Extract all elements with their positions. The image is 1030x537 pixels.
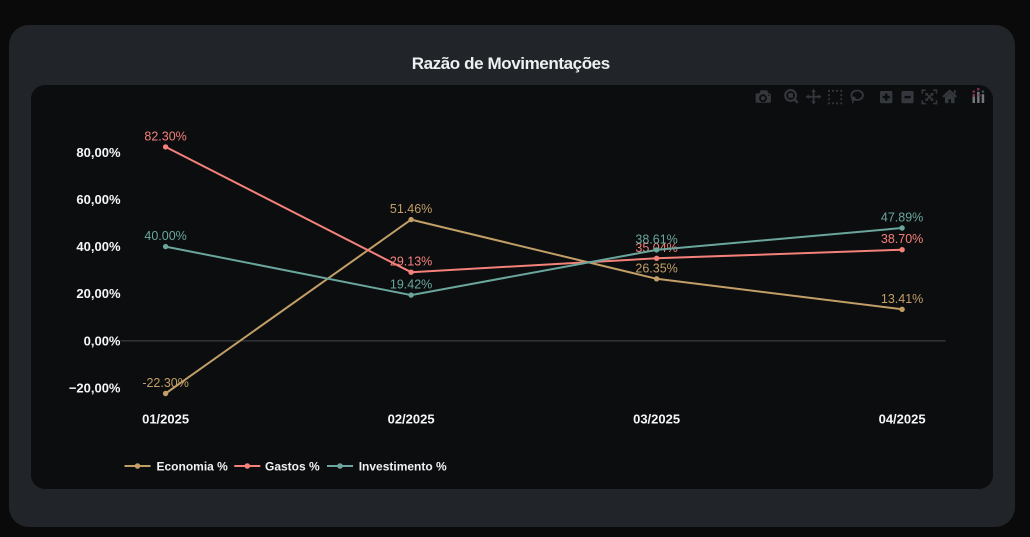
svg-text:38.70%: 38.70%	[881, 232, 923, 246]
svg-text:80,00%: 80,00%	[76, 145, 121, 160]
svg-text:Economia %: Economia %	[157, 460, 229, 474]
svg-text:82.30%: 82.30%	[144, 129, 186, 143]
svg-text:-22.30%: -22.30%	[142, 376, 189, 390]
svg-text:47.89%: 47.89%	[881, 211, 923, 225]
svg-text:02/2025: 02/2025	[388, 412, 435, 427]
svg-text:−20,00%: −20,00%	[69, 381, 121, 396]
svg-text:40.00%: 40.00%	[144, 229, 186, 243]
svg-text:38.61%: 38.61%	[635, 232, 677, 246]
svg-text:13.41%: 13.41%	[881, 292, 923, 306]
svg-text:26.35%: 26.35%	[635, 261, 677, 275]
svg-text:29.13%: 29.13%	[390, 255, 432, 269]
svg-text:60,00%: 60,00%	[76, 192, 121, 207]
svg-text:Investimento %: Investimento %	[359, 460, 447, 474]
svg-text:01/2025: 01/2025	[142, 412, 189, 427]
svg-text:40,00%: 40,00%	[76, 239, 121, 254]
svg-text:51.46%: 51.46%	[390, 202, 432, 216]
svg-text:03/2025: 03/2025	[633, 412, 680, 427]
svg-text:Gastos %: Gastos %	[265, 460, 320, 474]
svg-text:0,00%: 0,00%	[84, 333, 121, 348]
svg-text:04/2025: 04/2025	[879, 412, 926, 427]
svg-text:20,00%: 20,00%	[76, 286, 121, 301]
svg-text:19.42%: 19.42%	[390, 278, 432, 292]
